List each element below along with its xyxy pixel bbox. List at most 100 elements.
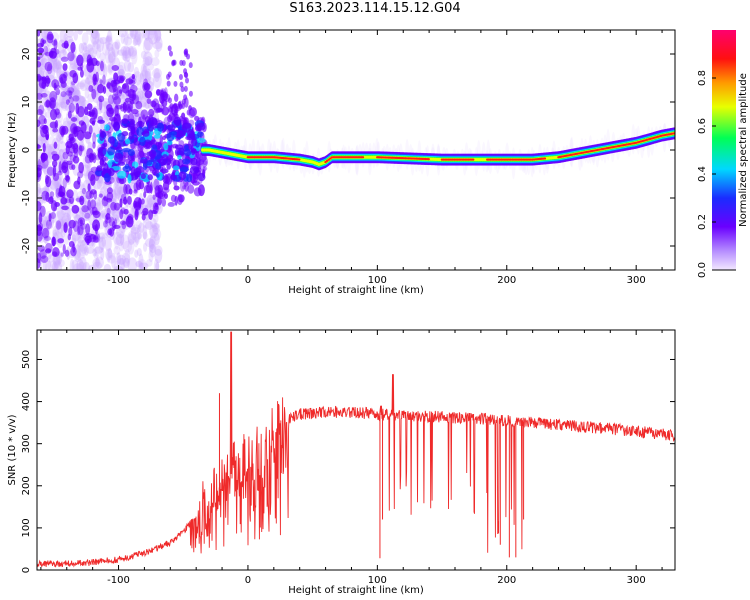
spectrogram-speckle [127,257,138,270]
spectrogram-speckle [50,177,59,192]
spectrogram-cluster [155,173,160,178]
spectrogram-speckle [107,248,113,259]
snr-x-tick-label: -100 [107,575,130,586]
spectrogram-speckle [76,228,86,244]
snr-y-tick-label: 200 [21,476,32,495]
spectrogram-speckle [105,37,114,49]
spectrogram-speckle [104,217,110,231]
spectrogram-noise [174,93,179,103]
spectrogram-speckle [153,258,160,270]
spectrogram-noise [72,155,80,164]
spectrogram-speckle [103,263,112,270]
spectrogram-speckle [108,51,116,65]
spectrogram-speckle [114,177,119,190]
spectrogram-speckle [142,57,150,67]
spectrogram-noise [92,141,96,149]
spectrogram-speckle [71,87,81,99]
colorbar-tick-label: 0.0 [697,262,708,278]
spectrogram-cluster [107,167,115,177]
spectrogram-speckle [96,179,106,191]
snr-x-tick-label: 300 [627,575,646,586]
spectrogram-speckle [72,160,80,176]
spectrogram-speckle [111,192,120,203]
spectrogram-speckle [145,220,154,230]
spectrogram-speckle [52,226,59,238]
spectrogram-noise [119,198,123,208]
spectrogram-speckle [100,247,105,261]
spectrogram-noise [76,54,84,67]
spectrogram-speckle [69,258,75,270]
spectrogram-speckle [146,194,157,206]
spectrogram-speckle [133,31,143,46]
spectrogram-noise [65,141,73,149]
spectrogram-speckle [131,30,138,37]
spectrogram-noise [89,190,94,199]
spectrogram-speckle [145,238,155,248]
spectrogram-speckle [116,258,126,265]
spectrogram-speckle [73,85,79,100]
spectrogram-speckle [37,182,41,197]
spectrogram-noise [70,41,76,53]
spectrogram-speckle [152,68,162,79]
spectrogram-x-tick-label: 200 [497,275,516,286]
spectrogram-speckle [105,35,110,50]
spectrogram-speckle [99,36,108,45]
spectrogram-noise [68,103,76,113]
spectrogram-speckle [136,79,142,94]
spectrogram-noise [78,161,84,174]
colorbar-tick-label: 0.8 [697,70,708,86]
spectrogram-noise [93,235,99,240]
spectrogram-noise [45,99,50,108]
spectrogram-cluster [190,138,198,147]
spectrogram-noise [48,50,54,58]
spectrogram-speckle [146,194,154,208]
spectrogram-noise [152,194,156,200]
spectrogram-speckle [58,101,68,108]
spectrogram-speckle [116,254,126,265]
spectrogram-speckle [56,218,65,230]
spectrogram-noise [37,167,42,178]
spectrogram-speckle [70,90,78,102]
spectrogram-speckle [51,62,60,73]
spectrogram-speckle [133,36,141,46]
spectrogram-cluster [153,134,161,139]
spectrogram-noise [161,198,167,207]
spectrogram-noise [50,47,57,59]
spectrogram-cluster [196,122,206,131]
spectrogram-noise [157,184,163,194]
spectrogram-noise [55,111,62,119]
spectrogram-y-tick-label: -20 [21,238,32,254]
spectrogram-streak [166,73,171,80]
spectrogram-noise [45,248,52,254]
spectrogram-noise [162,91,168,101]
spectrogram-noise [88,125,93,135]
spectrogram-speckle [53,57,58,72]
spectrogram-speckle [86,74,93,86]
spectrogram-noise [150,100,157,108]
spectrogram-noise [76,224,81,236]
spectrogram-ridge-core [427,158,430,161]
spectrogram-noise [53,38,58,51]
spectrogram-streak [172,59,177,66]
spectrogram-noise [106,104,113,112]
spectrogram-speckle [58,148,65,162]
spectrogram-speckle [129,30,139,39]
spectrogram-speckle [41,50,50,58]
spectrogram-cluster [155,162,162,170]
spectrogram-noise [170,194,177,203]
spectrogram-noise [129,100,135,105]
spectrogram-noise [49,191,55,198]
spectrogram-speckle [73,30,79,41]
spectrogram-speckle [55,60,62,70]
spectrogram-speckle [151,225,158,232]
spectrogram-noise [37,60,42,68]
snr-y-tick-label: 100 [21,518,32,537]
spectrogram-speckle [41,215,49,227]
spectrogram-speckle [112,208,121,222]
spectrogram-speckle [87,44,93,52]
spectrogram-speckle [94,256,104,269]
spectrogram-noise [143,191,147,198]
spectrogram-speckle [106,63,115,74]
spectrogram-speckle [76,82,86,90]
spectrogram-speckle [54,220,60,236]
